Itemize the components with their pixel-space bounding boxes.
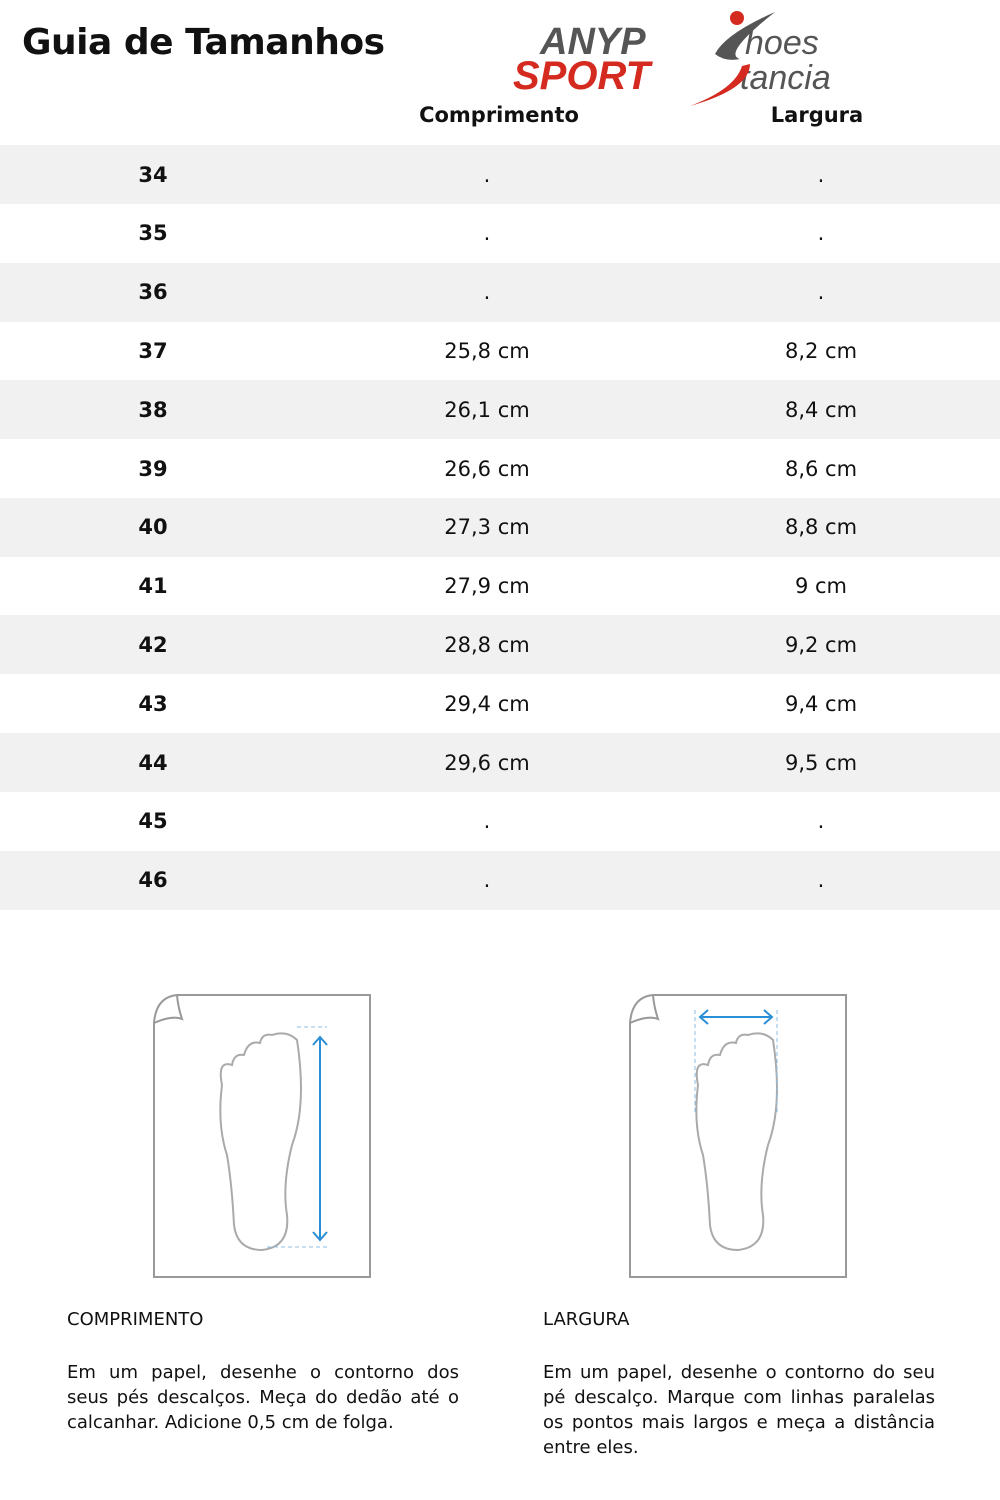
table-row: 36.. (0, 262, 1000, 322)
length-cell: . (483, 221, 491, 246)
size-cell: 35 (138, 221, 168, 246)
brand-logo: ANYP hoes SPORT tancia (513, 11, 831, 106)
length-cell: . (483, 809, 491, 834)
table-row: 34.. (0, 145, 1000, 204)
table-row: 39 26,6 cm 8,6 cm (0, 439, 1000, 498)
header-comprimento: Comprimento (419, 103, 579, 127)
length-cell: 29,6 cm (444, 750, 530, 775)
width-cell: 9,4 cm (784, 691, 858, 716)
length-cell: 27,9 cm (444, 574, 530, 599)
length-cell: . (483, 868, 491, 893)
size-cell: 40 (138, 515, 168, 540)
table-row: 38 26,1 cm 8,4 cm (0, 380, 1000, 440)
size-cell: 37 (138, 338, 168, 363)
length-cell: 25,8 cm (444, 338, 530, 363)
svg-text:tancia: tancia (740, 59, 831, 97)
header-largura: Largura (770, 103, 864, 127)
length-label: COMPRIMENTO (67, 1309, 204, 1330)
length-cell: . (483, 162, 491, 187)
size-cell: 39 (138, 456, 168, 481)
width-cell: . (817, 221, 825, 246)
table-row: 40 27,3 cm 8,8 cm (0, 497, 1000, 557)
svg-text:hoes: hoes (745, 24, 819, 62)
length-cell: 26,6 cm (444, 456, 530, 481)
table-row: 46.. (0, 850, 1000, 910)
size-cell: 46 (138, 868, 168, 893)
page-title: Guia de Tamanhos (22, 22, 385, 63)
size-cell: 43 (138, 691, 168, 716)
width-instructions: Em um papel, desenhe o contorno do seu p… (543, 1362, 935, 1458)
length-cell: 29,4 cm (444, 691, 530, 716)
length-cell: 28,8 cm (444, 632, 530, 657)
table-row: 35.. (0, 204, 1000, 263)
width-cell: 8,4 cm (784, 397, 858, 422)
table-row: 37 25,8 cm 8,2 cm (0, 321, 1000, 380)
width-cell: 8,2 cm (784, 338, 858, 363)
width-cell: 8,6 cm (784, 456, 858, 481)
width-cell: . (817, 162, 825, 187)
size-cell: 44 (138, 750, 168, 775)
size-cell: 42 (138, 632, 168, 657)
width-cell: . (817, 280, 825, 305)
size-cell: 38 (138, 397, 168, 422)
length-cell: . (483, 280, 491, 305)
width-cell: . (817, 868, 825, 893)
width-cell: . (817, 809, 825, 834)
svg-text:ANYP: ANYP (539, 21, 646, 63)
width-cell: 9 cm (794, 574, 848, 599)
table-row: 45.. (0, 792, 1000, 851)
width-cell: 8,8 cm (784, 515, 858, 540)
length-cell: 27,3 cm (444, 515, 530, 540)
length-cell: 26,1 cm (444, 397, 530, 422)
size-cell: 45 (138, 809, 168, 834)
size-cell: 36 (138, 280, 168, 305)
svg-text:SPORT: SPORT (513, 54, 654, 98)
table-row: 42 28,8 cm 9,2 cm (0, 615, 1000, 675)
table-row: 41 27,9 cm 9 cm (0, 557, 1000, 616)
width-cell: 9,2 cm (784, 632, 858, 657)
width-cell: 9,5 cm (784, 750, 858, 775)
length-illustration (153, 994, 371, 1278)
table-row: 43 29,4 cm 9,4 cm (0, 674, 1000, 733)
table-row: 44 29,6 cm 9,5 cm (0, 733, 1000, 792)
size-cell: 34 (138, 162, 168, 187)
width-label: LARGURA (543, 1309, 630, 1330)
width-illustration (629, 994, 847, 1278)
length-instructions: Em um papel, desenhe o contorno dos seus… (67, 1362, 459, 1433)
size-cell: 41 (138, 574, 168, 599)
